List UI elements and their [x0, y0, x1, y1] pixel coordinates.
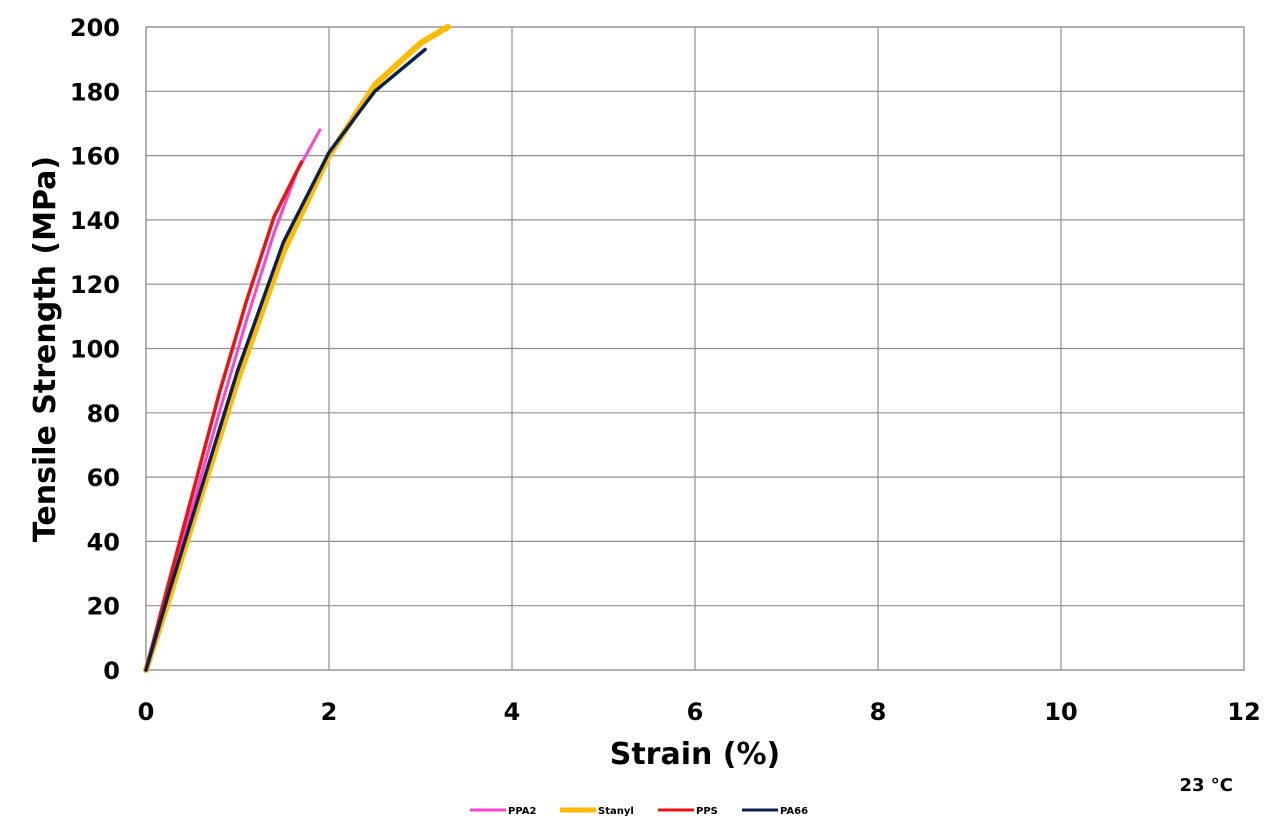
- y-tick-label: 0: [103, 657, 120, 685]
- y-tick-label: 180: [70, 78, 120, 106]
- x-tick-label: 10: [1044, 698, 1077, 726]
- x-tick-label: 4: [504, 698, 521, 726]
- series-line-stanyl: [143, 24, 451, 673]
- y-tick-label: 60: [87, 464, 120, 492]
- y-tick-label: 40: [87, 528, 120, 556]
- legend-label-ppa2: PPA2: [508, 806, 536, 817]
- y-tick-label: 80: [87, 400, 120, 428]
- x-tick-label: 6: [687, 698, 704, 726]
- y-tick-label: 100: [70, 336, 120, 364]
- x-tick-label: 2: [321, 698, 338, 726]
- temperature-annotation: 23 °C: [1179, 775, 1233, 796]
- plot-border: [145, 26, 1245, 671]
- x-tick-label: 12: [1227, 698, 1260, 726]
- y-tick-label: 160: [70, 143, 120, 171]
- y-tick-label: 140: [70, 207, 120, 235]
- y-tick-label: 200: [70, 14, 120, 42]
- series-lines: [143, 24, 451, 673]
- legend: PPA2 Stanyl PPS PA66: [470, 806, 808, 817]
- y-tick-labels: 0 20 40 60 80 100 120 140 160 180 200: [70, 14, 120, 685]
- y-tick-label: 120: [70, 271, 120, 299]
- legend-label-pps: PPS: [696, 806, 718, 817]
- x-tick-label: 8: [870, 698, 887, 726]
- legend-label-pa66: PA66: [780, 806, 808, 817]
- x-tick-label: 0: [138, 698, 155, 726]
- series-line-pa66: [144, 47, 427, 672]
- x-axis-title: Strain (%): [610, 737, 781, 772]
- y-axis-title: Tensile Strength (MPa): [28, 156, 63, 542]
- series-line-pps: [144, 160, 304, 672]
- legend-label-stanyl: Stanyl: [598, 806, 634, 817]
- x-tick-labels: 0 2 4 6 8 10 12: [138, 698, 1261, 726]
- y-tick-label: 20: [87, 593, 120, 621]
